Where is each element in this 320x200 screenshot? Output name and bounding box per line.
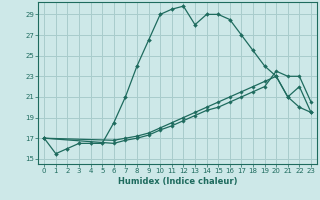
X-axis label: Humidex (Indice chaleur): Humidex (Indice chaleur) [118, 177, 237, 186]
